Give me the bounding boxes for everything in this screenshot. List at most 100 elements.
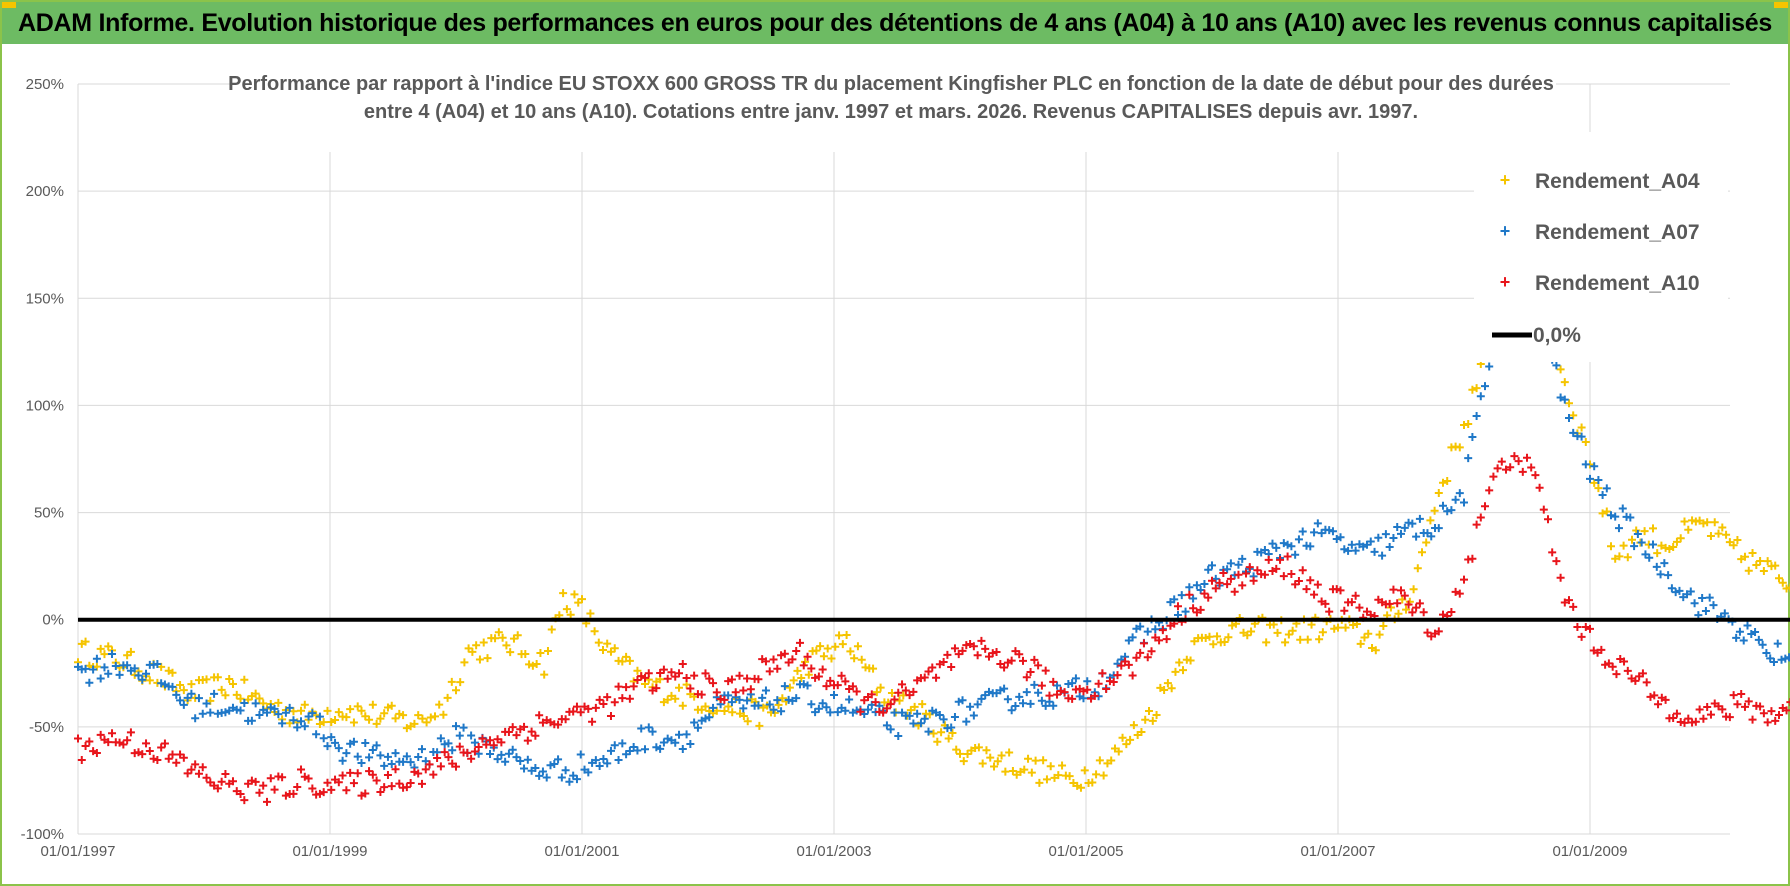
data-point-rendement_a04 <box>1330 624 1339 633</box>
data-point-rendement_a10 <box>705 674 714 683</box>
data-point-rendement_a04 <box>785 683 794 692</box>
data-point-rendement_a07 <box>1586 474 1594 483</box>
data-point-rendement_a04 <box>823 644 832 653</box>
banner-corner-left <box>2 2 16 8</box>
data-point-rendement_a04 <box>625 656 634 665</box>
data-point-rendement_a04 <box>221 691 230 700</box>
data-point-rendement_a04 <box>1422 538 1431 547</box>
data-point-rendement_a10 <box>977 636 986 645</box>
data-point-rendement_a07 <box>467 731 476 740</box>
data-point-rendement_a07 <box>1393 523 1402 532</box>
data-point-rendement_a04 <box>1684 525 1693 534</box>
data-point-rendement_a10 <box>1234 570 1243 579</box>
chart-subtitle-line1: Performance par rapport à l'indice EU ST… <box>228 73 1554 95</box>
data-point-rendement_a04 <box>1281 638 1290 647</box>
data-point-rendement_a10 <box>690 671 699 680</box>
data-point-rendement_a04 <box>1288 626 1297 635</box>
data-point-rendement_a04 <box>1590 478 1599 487</box>
data-point-rendement_a07 <box>1189 594 1198 603</box>
data-point-rendement_a10 <box>452 762 460 771</box>
data-point-rendement_a07 <box>1777 655 1786 664</box>
data-point-rendement_a04 <box>414 711 423 720</box>
data-point-rendement_a04 <box>331 716 340 725</box>
data-point-rendement_a04 <box>431 712 439 721</box>
data-point-rendement_a04 <box>1699 519 1708 528</box>
data-point-rendement_a04 <box>399 711 408 720</box>
data-point-rendement_a07 <box>334 744 343 753</box>
data-point-rendement_a07 <box>1675 586 1684 595</box>
data-point-rendement_a04 <box>1024 754 1033 763</box>
data-point-rendement_a04 <box>1710 518 1719 527</box>
data-point-rendement_a07 <box>1732 633 1741 642</box>
data-point-rendement_a10 <box>1669 714 1678 723</box>
data-point-rendement_a07 <box>1310 528 1319 537</box>
data-point-rendement_a10 <box>251 777 260 786</box>
data-point-rendement_a04 <box>443 693 452 702</box>
data-point-rendement_a07 <box>1569 428 1578 437</box>
data-point-rendement_a10 <box>1162 635 1171 644</box>
data-point-rendement_a10 <box>1287 569 1296 578</box>
data-point-rendement_a04 <box>1046 762 1055 771</box>
data-point-rendement_a04 <box>1273 628 1282 637</box>
data-point-rendement_a04 <box>1602 507 1611 516</box>
data-point-rendement_a07 <box>402 752 411 761</box>
data-point-rendement_a10 <box>1094 679 1103 688</box>
data-point-rendement_a10 <box>1767 707 1776 716</box>
data-point-rendement_a04 <box>1186 656 1195 665</box>
data-point-rendement_a10 <box>421 765 430 774</box>
data-point-rendement_a10 <box>1468 554 1477 563</box>
legend-marker-a04: + <box>1500 170 1511 190</box>
data-point-rendement_a10 <box>1531 471 1540 480</box>
data-point-rendement_a10 <box>1079 687 1088 696</box>
data-point-rendement_a10 <box>724 677 733 686</box>
data-point-rendement_a04 <box>1201 633 1210 642</box>
data-point-rendement_a07 <box>1325 526 1334 535</box>
data-point-rendement_a04 <box>1065 772 1074 781</box>
data-point-rendement_a04 <box>1099 771 1108 780</box>
data-point-rendement_a10 <box>663 674 672 683</box>
data-point-rendement_a10 <box>720 695 729 704</box>
data-point-rendement_a10 <box>429 770 438 779</box>
data-point-rendement_a10 <box>478 734 487 743</box>
data-point-rendement_a10 <box>1306 576 1315 585</box>
data-point-rendement_a04 <box>1581 438 1590 447</box>
data-point-rendement_a04 <box>1468 385 1477 394</box>
data-point-rendement_a10 <box>962 641 971 650</box>
data-point-rendement_a07 <box>1374 533 1383 542</box>
data-point-rendement_a10 <box>1763 718 1772 727</box>
data-point-rendement_a04 <box>1426 516 1435 525</box>
data-point-rendement_a07 <box>1618 504 1627 513</box>
data-point-rendement_a10 <box>735 671 744 680</box>
data-point-rendement_a07 <box>701 714 710 723</box>
page-title: ADAM Informe. Evolution historique des p… <box>18 8 1772 37</box>
data-point-rendement_a10 <box>1408 608 1417 617</box>
data-point-rendement_a07 <box>187 689 196 698</box>
data-point-rendement_a10 <box>323 778 332 787</box>
data-point-rendement_a10 <box>947 662 956 671</box>
data-point-rendement_a04 <box>701 702 710 711</box>
data-point-rendement_a04 <box>1095 756 1104 765</box>
data-point-rendement_a07 <box>954 697 963 706</box>
data-point-rendement_a07 <box>1136 622 1145 631</box>
data-point-rendement_a10 <box>1514 457 1523 466</box>
data-point-rendement_a10 <box>1497 457 1506 466</box>
data-point-rendement_a10 <box>928 663 937 672</box>
data-point-rendement_a04 <box>728 708 737 717</box>
data-point-rendement_a10 <box>168 750 177 759</box>
data-point-rendement_a10 <box>297 765 306 774</box>
data-point-rendement_a04 <box>547 625 556 634</box>
banner-corner-right <box>1774 2 1788 8</box>
data-point-rendement_a07 <box>1071 674 1080 683</box>
data-point-rendement_a10 <box>191 760 200 769</box>
data-point-rendement_a10 <box>561 715 570 724</box>
grid <box>77 83 1730 835</box>
data-point-rendement_a10 <box>1577 632 1586 641</box>
data-point-rendement_a10 <box>599 700 608 709</box>
data-point-rendement_a10 <box>641 673 649 682</box>
data-point-rendement_a10 <box>160 739 169 748</box>
data-point-rendement_a07 <box>391 749 400 758</box>
data-point-rendement_a04 <box>187 680 196 689</box>
data-point-rendement_a04 <box>334 708 343 717</box>
data-point-rendement_a07 <box>538 767 547 776</box>
data-point-rendement_a10 <box>497 738 506 747</box>
